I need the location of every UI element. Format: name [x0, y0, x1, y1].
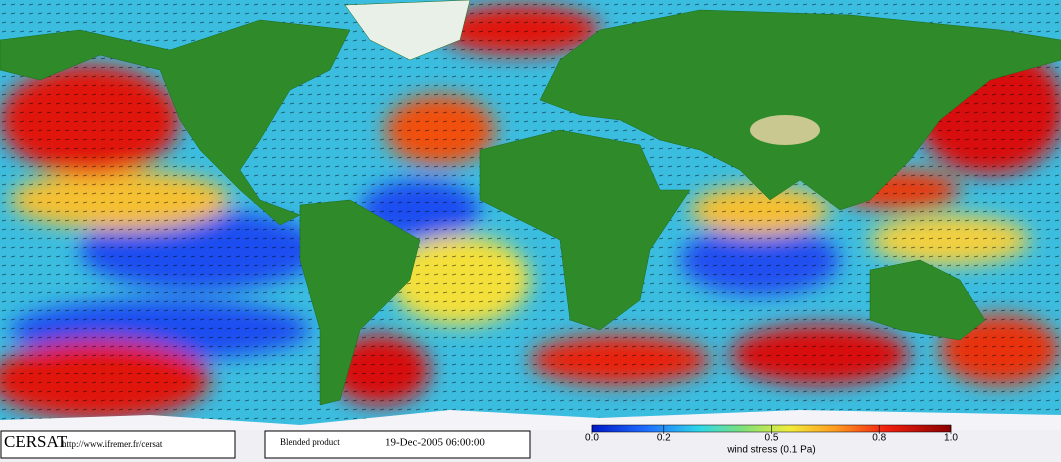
colorbar-tick-label: 0.2: [657, 433, 671, 444]
product: Blended product: [280, 437, 340, 447]
product-box: [264, 430, 531, 459]
url: http://www.ifremer.fr/cersat: [62, 439, 163, 449]
colorbar-tick-label: 1.0: [944, 433, 958, 444]
colorbar-tick-label: 0.8: [872, 433, 886, 444]
colorbar: 0.0 0.2 0.5 0.8 1.0 wind stress (0.1 Pa): [585, 424, 958, 456]
logo-box: [0, 430, 236, 459]
colorbar-tick-label: 0.5: [765, 433, 779, 444]
logo: CERSAT: [4, 432, 68, 451]
colorbar-title: wind stress (0.1 Pa): [726, 445, 815, 456]
date: 19-Dec-2005 06:00:00: [385, 437, 485, 449]
colorbar-tick-label: 0.0: [585, 433, 599, 444]
land: [0, 0, 1061, 430]
